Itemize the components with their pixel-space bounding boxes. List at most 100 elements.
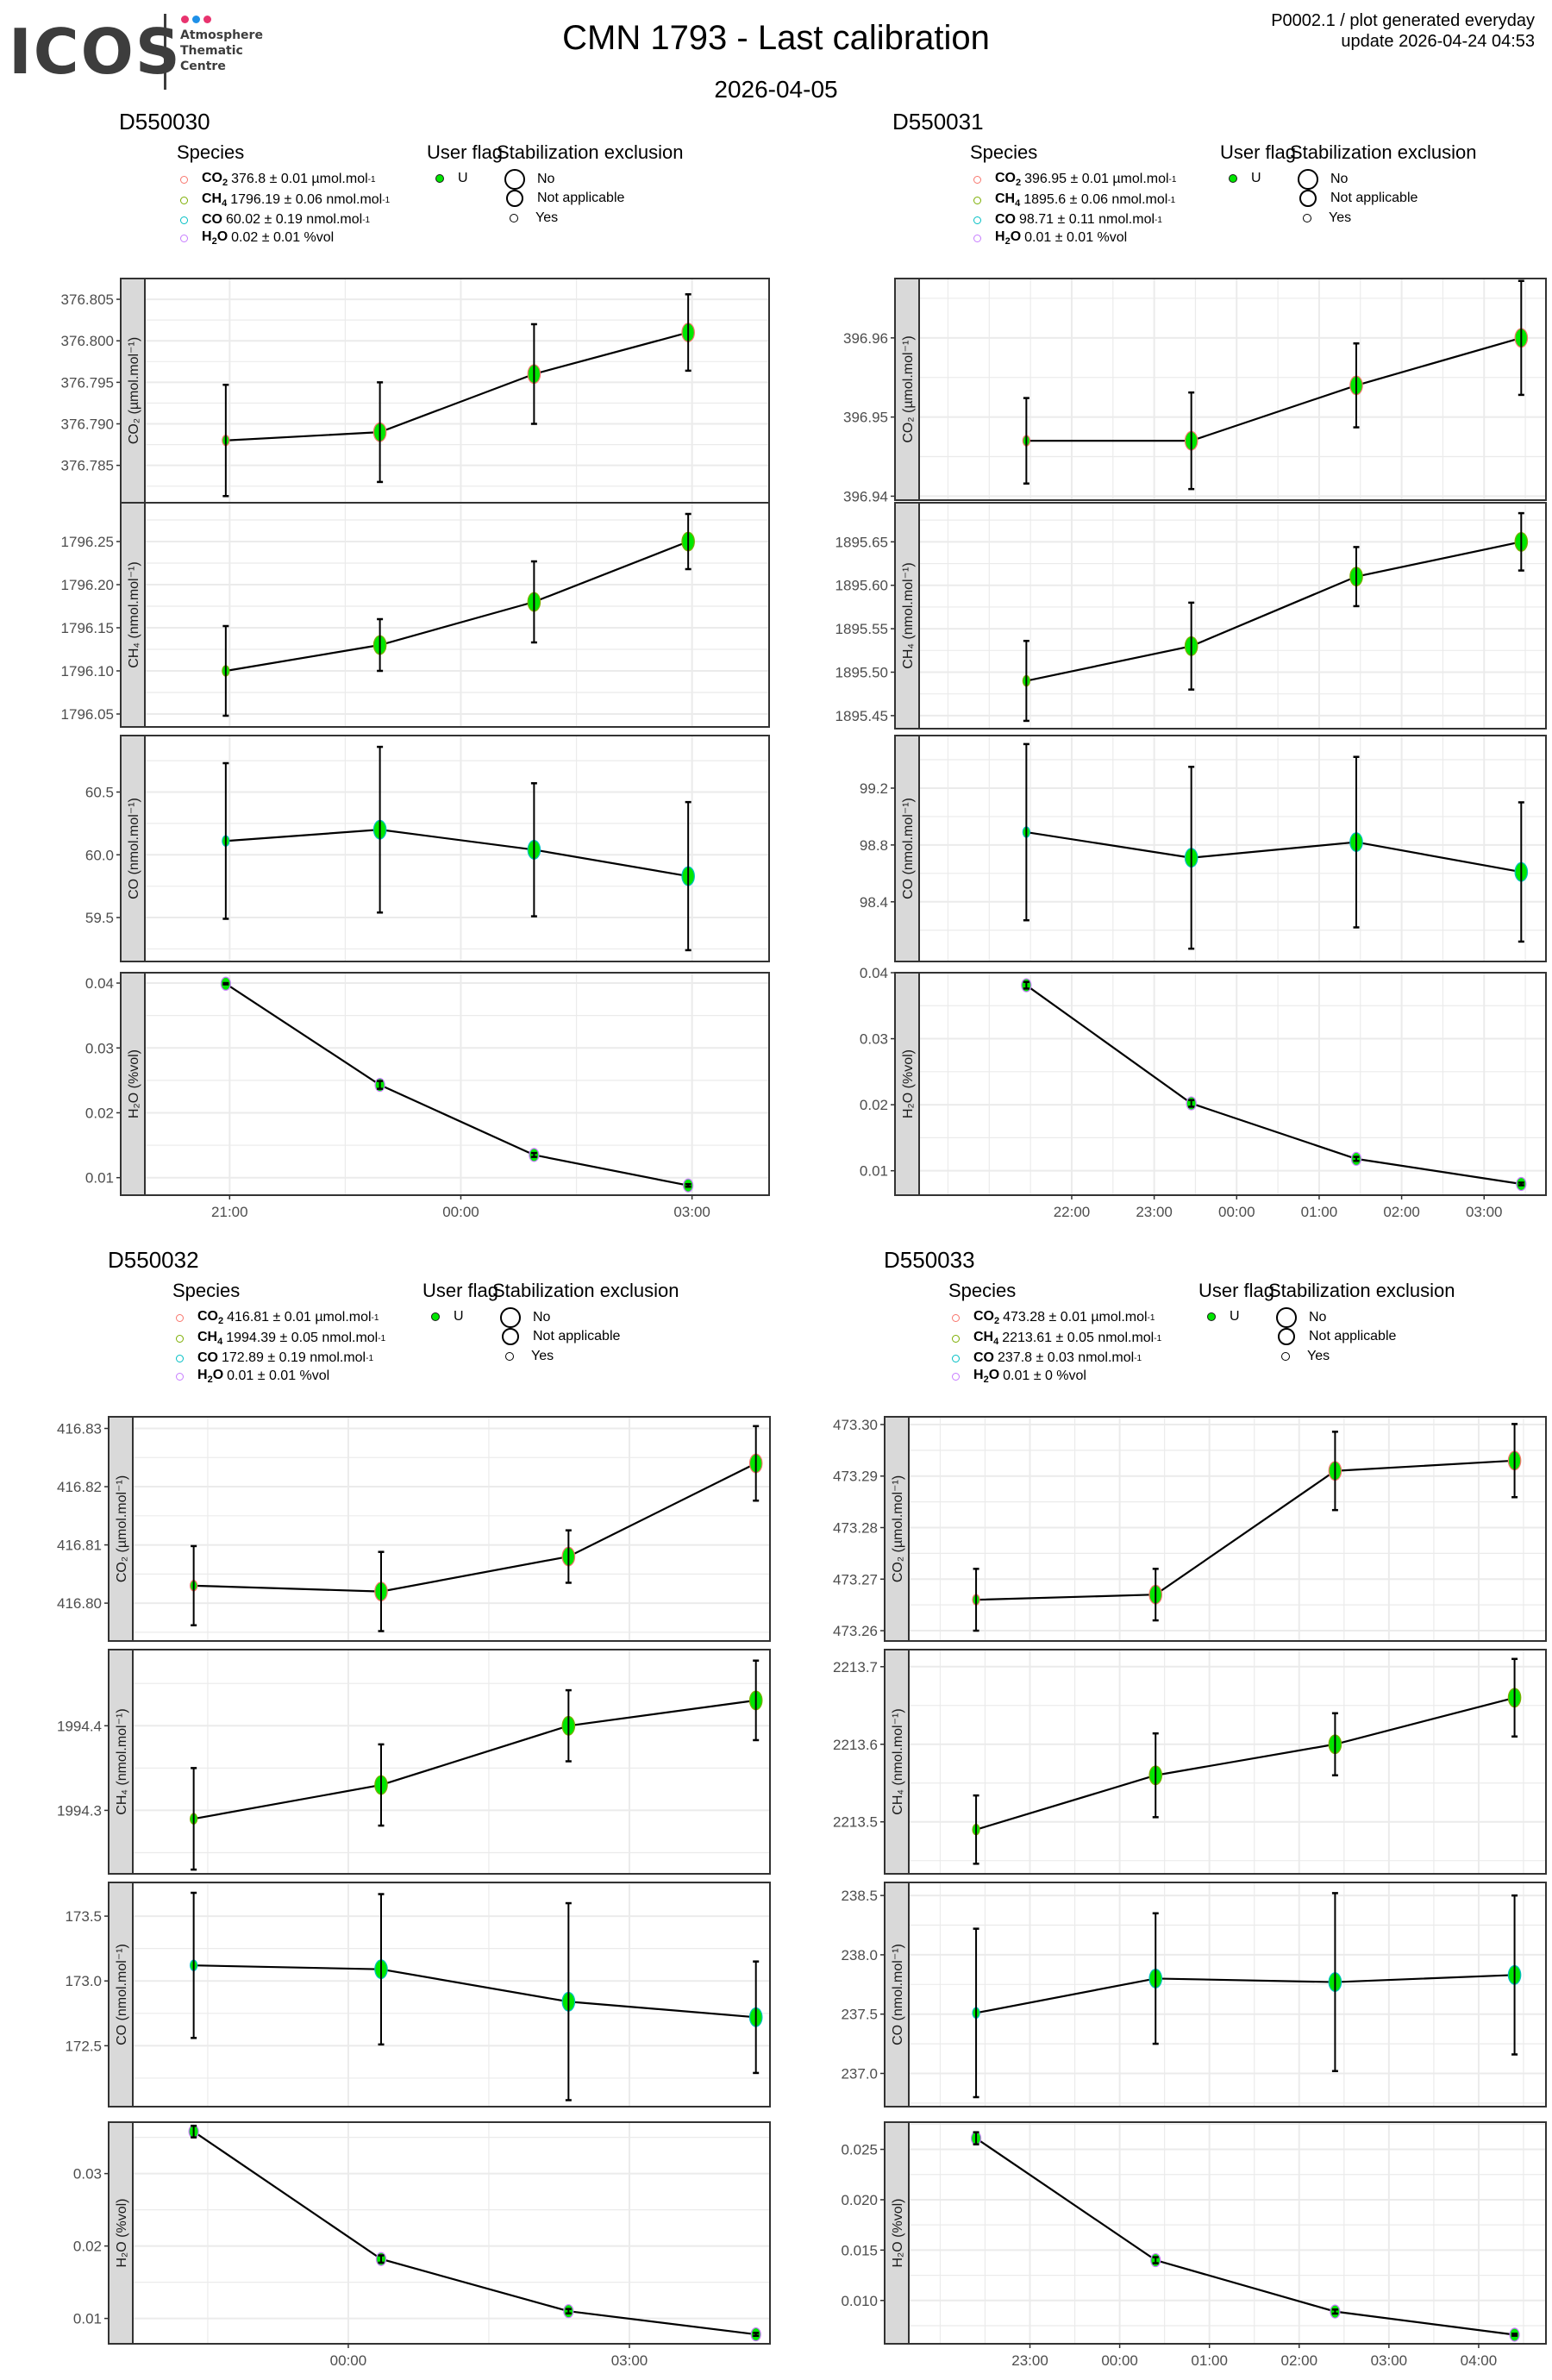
species-name: CO <box>995 212 1016 227</box>
stab-label: Not applicable <box>537 191 625 205</box>
series-line <box>1026 541 1522 682</box>
y-tick-label: 98.8 <box>860 837 888 854</box>
panel-h2o: 0.010 0.015 0.020 0.025 H₂O (%vol) 23:00 00:00… <box>841 2121 1547 2369</box>
species-name: CH4 <box>197 1330 223 1348</box>
y-tick-label: 473.27 <box>833 1571 878 1588</box>
stab-label: Yes <box>1307 1349 1330 1363</box>
unit-exponent: -1 <box>1154 1333 1162 1343</box>
series-line <box>1025 984 1522 1186</box>
y-axis-label: CO (nmol.mol⁻¹) <box>891 1944 905 2045</box>
y-tick-label: 0.03 <box>73 2166 102 2183</box>
unit-exponent: -1 <box>1168 174 1177 185</box>
series-line <box>975 2137 1515 2336</box>
stab-label: Not applicable <box>1330 191 1418 205</box>
error-bar <box>1331 1892 1338 2072</box>
legend-stab-title: Stabilization exclusion <box>1268 1280 1455 1301</box>
panel-co: 98.4 98.8 99.2 CO (nmol.mol⁻¹) <box>860 735 1547 962</box>
error-bar <box>1331 1712 1338 1776</box>
panel-h2o: 0.01 0.02 0.03 0.04 H₂O (%vol) 22:00 23:00 00:0… <box>860 965 1547 1220</box>
stab-label: Yes <box>1329 210 1352 225</box>
panel-frame <box>884 1416 1547 1642</box>
species-value: 172.89 ± 0.19 nmol.mol <box>222 1350 366 1365</box>
y-tick-label: 0.03 <box>85 1040 114 1056</box>
y-tick-label: 0.02 <box>85 1105 114 1121</box>
error-bar <box>685 1182 692 1188</box>
unit-exponent: -1 <box>362 215 371 225</box>
legend-stab-item: No <box>1298 169 1348 190</box>
y-tick-label: 473.29 <box>833 1469 878 1485</box>
error-bar <box>753 1659 760 1742</box>
user-flag-dot-icon <box>431 1312 440 1321</box>
error-bar <box>1152 1732 1159 1819</box>
panel-frame <box>120 502 770 728</box>
legend-species-item: H2O 0.01 ± 0.01 %vol <box>973 229 1127 247</box>
stab-ring-icon <box>500 1307 521 1328</box>
instrument-title: D550032 <box>108 1247 199 1273</box>
y-tick-label: 396.95 <box>843 410 888 426</box>
panel-frame <box>120 735 770 962</box>
species-value: 0.01 ± 0.01 %vol <box>1024 230 1128 246</box>
error-bar <box>191 1544 197 1627</box>
panel-co: 172.5 173.0 173.5 CO (nmol.mol⁻¹) <box>65 1882 771 2108</box>
species-value: 416.81 ± 0.01 µmol.mol <box>227 1310 372 1325</box>
legend-stab-item: No <box>500 1307 550 1328</box>
y-axis-label: H₂O (%vol) <box>901 1049 916 1118</box>
error-bar <box>377 381 384 484</box>
species-name: CO <box>973 1350 994 1365</box>
error-bar <box>377 617 384 673</box>
logo-dots-icon <box>181 16 211 23</box>
legend-stab-item: Not applicable <box>1299 190 1417 207</box>
y-tick-label: 1796.25 <box>61 534 114 550</box>
y-tick-label: 0.01 <box>73 2311 102 2327</box>
x-tick-label: 04:00 <box>1461 2352 1498 2369</box>
x-tick-label: 01:00 <box>1191 2352 1228 2369</box>
error-bar <box>222 624 229 717</box>
y-tick-label: 0.015 <box>841 2242 878 2258</box>
species-name: H2O <box>973 1368 1000 1386</box>
instrument-block-d550030: D550030 Species User flag Stabilization exc… <box>0 102 776 1240</box>
y-axis-label: CH₄ (nmol.mol⁻¹) <box>901 562 916 668</box>
x-tick-label: 00:00 <box>1218 1204 1255 1220</box>
legend-user-flag-title: User flag <box>422 1280 499 1301</box>
y-tick-label: 1796.20 <box>61 577 114 593</box>
series-line <box>225 331 689 442</box>
y-tick-label: 416.82 <box>57 1479 102 1495</box>
panel-strip <box>884 1416 910 1642</box>
y-tick-label: 376.785 <box>61 458 114 474</box>
panel-frame <box>884 1882 1547 2108</box>
species-name: CH4 <box>973 1330 999 1348</box>
panel-co2: 473.26 473.27 473.28 473.29 473.30 CO₂ (µmol.… <box>833 1416 1547 1642</box>
species-name: CO2 <box>973 1309 1000 1327</box>
error-bar <box>222 981 229 986</box>
panel-co: 59.5 60.0 60.5 CO (nmol.mol⁻¹) <box>85 735 770 962</box>
legend-user-flag-item: U <box>1207 1309 1240 1325</box>
error-bar <box>1511 1657 1518 1738</box>
series-line <box>1026 336 1522 442</box>
species-value: 1796.19 ± 0.06 nmol.mol <box>230 192 383 208</box>
y-tick-label: 473.28 <box>833 1520 878 1537</box>
unit-exponent: -1 <box>382 195 391 205</box>
logo-subtitle-line: Centre <box>180 60 226 73</box>
panel-frame <box>894 278 1547 501</box>
panel-co: 237.0 237.5 238.0 238.5 CO (nmol.mol⁻¹) <box>841 1882 1547 2108</box>
species-value: 0.02 ± 0.01 %vol <box>231 230 335 246</box>
y-tick-label: 416.83 <box>57 1421 102 1437</box>
unit-exponent: -1 <box>371 1312 379 1323</box>
legend-species-item: CO 172.89 ± 0.19 nmol.mol -1 <box>176 1350 373 1366</box>
error-bar <box>191 2124 197 2139</box>
y-tick-label: 173.5 <box>65 1908 102 1925</box>
legend-user-flag-item: U <box>435 171 468 186</box>
user-flag-label: U <box>454 1309 464 1324</box>
series-line <box>975 1696 1515 1831</box>
legend-species-item: CO2 396.95 ± 0.01 µmol.mol -1 <box>973 171 1176 188</box>
panel-frame <box>120 972 770 1196</box>
y-axis-label: CO₂ (µmol.mol⁻¹) <box>115 1475 129 1582</box>
series-line <box>225 540 689 673</box>
legend-marker-icon <box>973 216 981 224</box>
unit-exponent: -1 <box>1134 1353 1142 1363</box>
y-axis-label: CO₂ (µmol.mol⁻¹) <box>891 1475 905 1582</box>
x-tick-label: 02:00 <box>1383 1204 1420 1220</box>
series-line <box>975 1974 1515 2014</box>
y-axis-label: H₂O (%vol) <box>127 1049 141 1118</box>
error-bar <box>1152 1568 1159 1622</box>
